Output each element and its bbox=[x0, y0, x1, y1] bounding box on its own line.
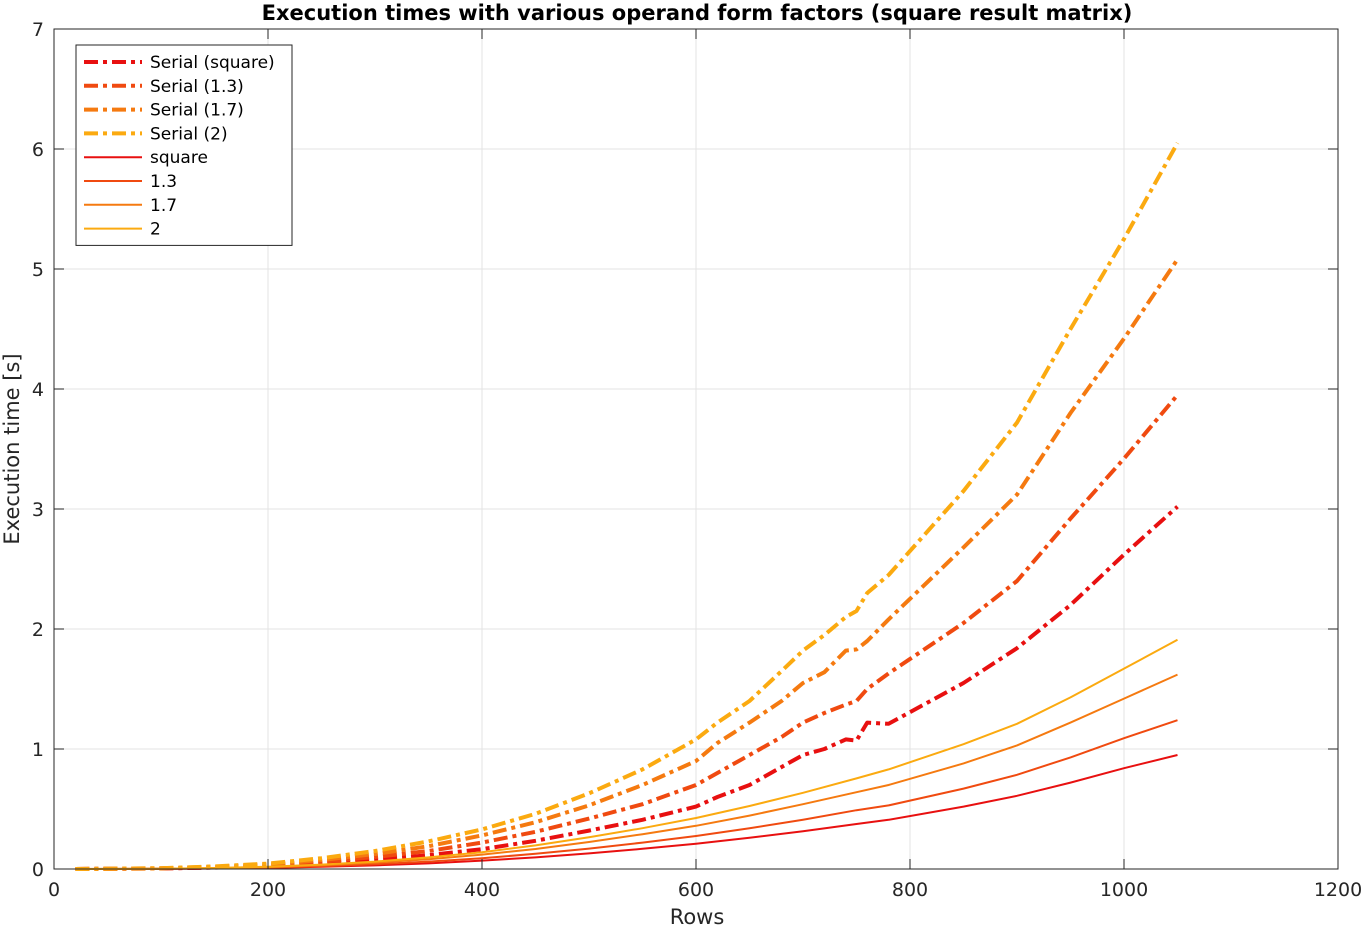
series-layer bbox=[75, 142, 1180, 871]
legend-box bbox=[75, 44, 293, 246]
legend-label-2: Serial (1.7) bbox=[150, 101, 244, 121]
legend-label-5: 1.3 bbox=[150, 172, 177, 192]
legend-label-3: Serial (2) bbox=[150, 124, 228, 144]
y-tick-label-4: 4 bbox=[32, 379, 44, 401]
x-axis-label: Rows bbox=[670, 905, 725, 929]
legend-label-6: 1.7 bbox=[150, 196, 177, 216]
x-tick-label-0: 0 bbox=[48, 879, 60, 901]
y-tick-label-5: 5 bbox=[32, 259, 44, 281]
legend: Serial (square) Serial (1.3) Serial (1.7) S… bbox=[75, 44, 293, 246]
legend-label-1: Serial (1.3) bbox=[150, 77, 244, 97]
x-tick-label-2: 400 bbox=[464, 879, 500, 901]
x-tick-label-4: 800 bbox=[892, 879, 928, 901]
x-tick-label-5: 1000 bbox=[1100, 879, 1148, 901]
x-tick-label-6: 1200 bbox=[1314, 879, 1362, 901]
legend-label-4: square bbox=[150, 148, 208, 168]
y-tick-label-0: 0 bbox=[32, 859, 44, 881]
y-tick-label-7: 7 bbox=[32, 19, 44, 41]
x-tick-label-3: 600 bbox=[678, 879, 714, 901]
chart-title: Execution times with various operand for… bbox=[262, 1, 1133, 25]
y-tick-label-3: 3 bbox=[32, 499, 44, 521]
legend-label-7: 2 bbox=[150, 220, 161, 240]
y-tick-label-2: 2 bbox=[32, 619, 44, 641]
y-axis-label: Execution time [s] bbox=[0, 353, 24, 544]
axes bbox=[53, 28, 1339, 870]
tick-labels: 0 200 400 600 800 1000 1200 0 1 2 3 4 5 6 7 bbox=[32, 19, 1362, 901]
series-line-3 bbox=[75, 142, 1180, 871]
y-tick-label-6: 6 bbox=[32, 139, 44, 161]
series-line-7 bbox=[75, 638, 1178, 870]
y-tick-label-1: 1 bbox=[32, 739, 44, 761]
legend-label-0: Serial (square) bbox=[150, 53, 275, 73]
x-tick-label-1: 200 bbox=[250, 879, 286, 901]
